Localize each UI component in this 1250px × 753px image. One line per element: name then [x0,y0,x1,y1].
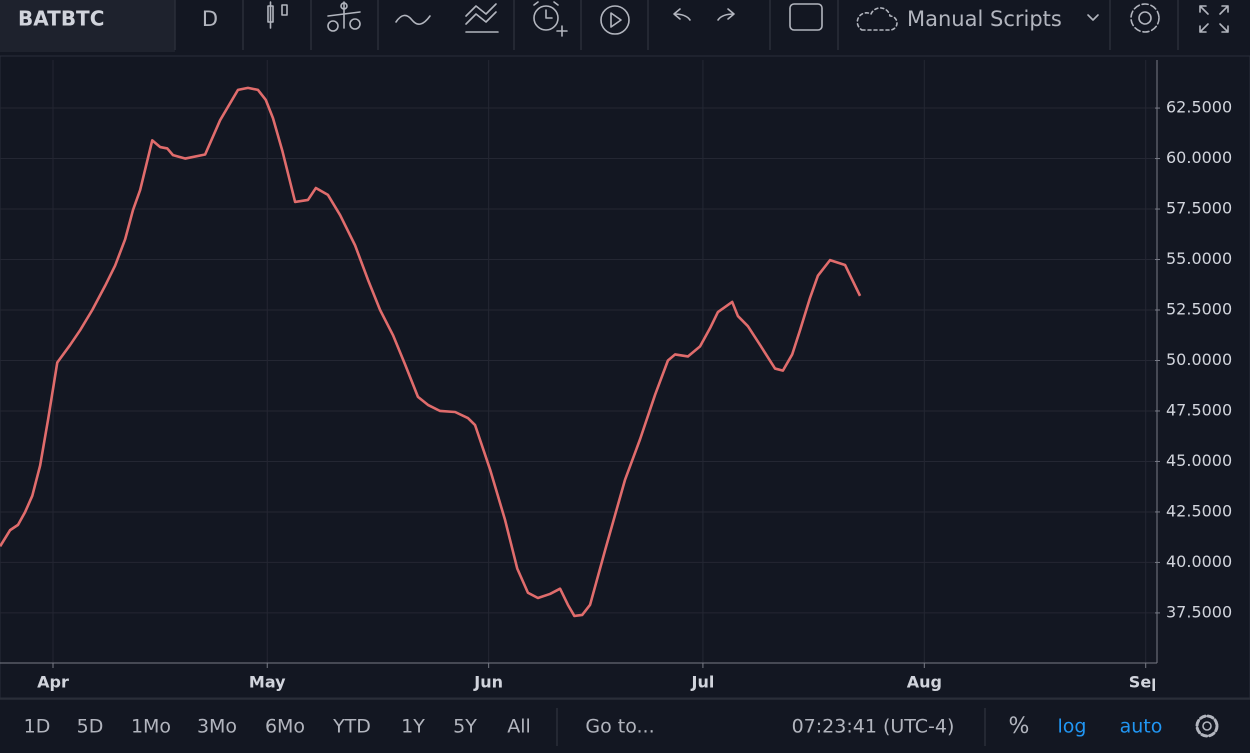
y-tick-label: 45.0000 [1166,451,1232,470]
candles-icon[interactable] [267,1,288,29]
x-tick-label: Jul [690,673,714,692]
chart-settings-icon[interactable] [1195,714,1219,738]
interval[interactable]: D [202,7,218,31]
x-tick-label: Aug [907,673,942,692]
indicators-icon[interactable] [395,14,431,25]
range-button[interactable]: 5Y [453,716,477,738]
y-tick-label: 47.5000 [1166,400,1232,419]
compare-icon[interactable] [327,1,361,32]
chart: 37.5000 40.0000 42.5000 45.0000 47.5000 50.00… [0,60,1232,692]
settings-icon[interactable] [1130,3,1160,33]
range-button[interactable]: 6Mo [265,716,305,738]
y-tick-label: 55.0000 [1166,249,1232,268]
y-tick-label: 52.5000 [1166,300,1232,319]
chart-panel [0,55,1250,699]
range-button[interactable]: 1D [24,716,51,738]
range-button[interactable]: 1Mo [131,716,171,738]
range-button[interactable]: YTD [332,716,371,738]
x-tick-label: Sep [1129,673,1163,692]
alert-icon[interactable] [533,1,568,37]
clock: 07:23:41 (UTC-4) [792,716,955,738]
templates-icon[interactable] [465,3,499,33]
y-tick-label: 40.0000 [1166,552,1232,571]
x-tick-label: May [249,673,286,692]
y-tick-label: 60.0000 [1166,148,1232,167]
x-axis-labels: Apr May Jun Jul Aug Sep [37,673,1163,692]
redo-icon[interactable] [717,8,735,21]
scripts-menu[interactable]: Manual Scripts [907,7,1062,31]
symbol[interactable]: BATBTC [18,7,104,31]
y-tick-label: 37.5000 [1166,602,1232,621]
y-tick-label: 50.0000 [1166,350,1232,369]
range-button[interactable]: 3Mo [197,716,237,738]
undo-icon[interactable] [673,8,691,21]
range-button[interactable]: 1Y [401,716,425,738]
y-tick-label: 57.5000 [1166,199,1232,218]
replay-icon[interactable] [600,5,630,35]
range-button[interactable]: All [507,716,531,738]
x-tick-label: Jun [473,673,503,692]
log-toggle[interactable]: log [1058,716,1087,738]
symbol-box[interactable] [0,0,175,52]
x-tick-label: Apr [37,673,69,692]
y-tick-label: 62.5000 [1166,98,1232,117]
range-buttons: 1D 5D 1Mo 3Mo 6Mo YTD 1Y 5Y All [24,716,531,738]
y-tick-label: 42.5000 [1166,501,1232,520]
toolbar [0,0,1250,52]
dropdown-caret[interactable] [1087,14,1099,21]
auto-toggle[interactable]: auto [1120,716,1163,738]
bottom-bar [0,700,1250,753]
cloud-icon[interactable] [856,7,898,31]
price-line [0,86,862,618]
layout-icon[interactable] [789,3,823,31]
percent-toggle[interactable]: % [1009,714,1030,739]
goto-button[interactable]: Go to... [585,716,654,738]
toolbar-separators [174,0,1179,50]
fullscreen-icon[interactable] [1199,5,1229,33]
range-button[interactable]: 5D [77,716,104,738]
